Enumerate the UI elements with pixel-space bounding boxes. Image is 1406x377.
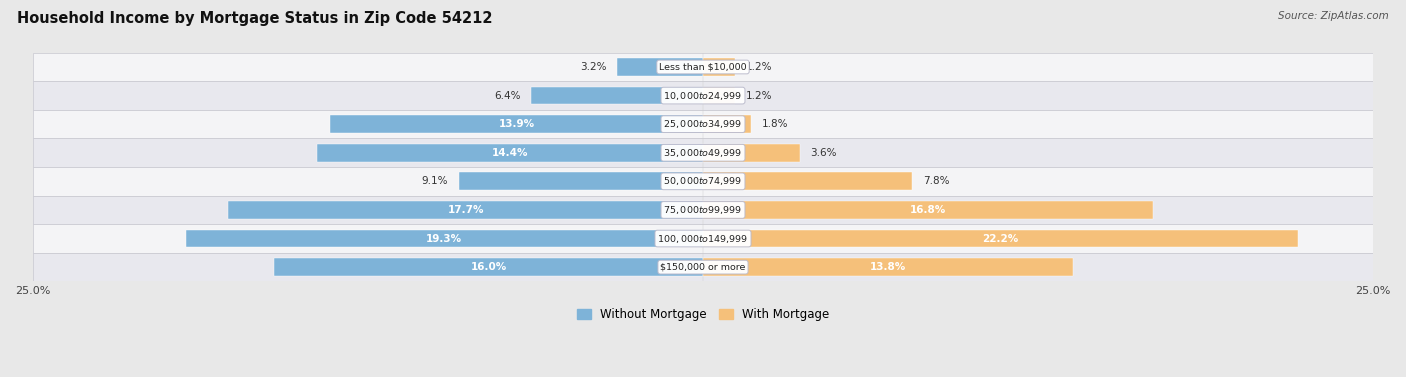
Bar <box>32 196 1374 224</box>
Text: 6.4%: 6.4% <box>494 90 520 101</box>
Legend: Without Mortgage, With Mortgage: Without Mortgage, With Mortgage <box>572 303 834 326</box>
Bar <box>703 58 735 76</box>
Text: 19.3%: 19.3% <box>426 233 463 244</box>
Text: 1.2%: 1.2% <box>747 62 772 72</box>
Text: 1.2%: 1.2% <box>747 90 772 101</box>
Text: 22.2%: 22.2% <box>983 233 1019 244</box>
Text: $10,000 to $24,999: $10,000 to $24,999 <box>664 90 742 101</box>
Bar <box>274 258 703 276</box>
Text: Less than $10,000: Less than $10,000 <box>659 63 747 72</box>
Bar <box>458 173 703 190</box>
Text: 14.4%: 14.4% <box>492 148 529 158</box>
Bar <box>617 58 703 76</box>
Bar <box>32 167 1374 196</box>
Bar <box>703 144 800 162</box>
Bar <box>703 258 1073 276</box>
Text: $150,000 or more: $150,000 or more <box>661 263 745 271</box>
Text: 17.7%: 17.7% <box>447 205 484 215</box>
Bar <box>703 201 1153 219</box>
Text: 16.8%: 16.8% <box>910 205 946 215</box>
Bar <box>703 87 735 104</box>
Text: $35,000 to $49,999: $35,000 to $49,999 <box>664 147 742 159</box>
Text: 1.8%: 1.8% <box>762 119 789 129</box>
Text: 13.9%: 13.9% <box>499 119 534 129</box>
Bar <box>186 230 703 247</box>
Bar <box>32 138 1374 167</box>
Text: 3.6%: 3.6% <box>810 148 837 158</box>
Text: 13.8%: 13.8% <box>870 262 905 272</box>
Text: $25,000 to $34,999: $25,000 to $34,999 <box>664 118 742 130</box>
Bar <box>32 81 1374 110</box>
Bar <box>531 87 703 104</box>
Bar <box>32 53 1374 81</box>
Bar <box>703 230 1298 247</box>
Bar <box>330 115 703 133</box>
Bar <box>316 144 703 162</box>
Bar <box>228 201 703 219</box>
Text: 16.0%: 16.0% <box>471 262 506 272</box>
Text: 7.8%: 7.8% <box>922 176 949 186</box>
Bar <box>32 110 1374 138</box>
Text: $100,000 to $149,999: $100,000 to $149,999 <box>658 233 748 245</box>
Text: 3.2%: 3.2% <box>579 62 606 72</box>
Bar <box>703 115 751 133</box>
Bar <box>32 224 1374 253</box>
Text: 9.1%: 9.1% <box>422 176 449 186</box>
Text: $50,000 to $74,999: $50,000 to $74,999 <box>664 175 742 187</box>
Bar <box>32 253 1374 281</box>
Text: Source: ZipAtlas.com: Source: ZipAtlas.com <box>1278 11 1389 21</box>
Text: Household Income by Mortgage Status in Zip Code 54212: Household Income by Mortgage Status in Z… <box>17 11 492 26</box>
Text: $75,000 to $99,999: $75,000 to $99,999 <box>664 204 742 216</box>
Bar <box>703 173 912 190</box>
